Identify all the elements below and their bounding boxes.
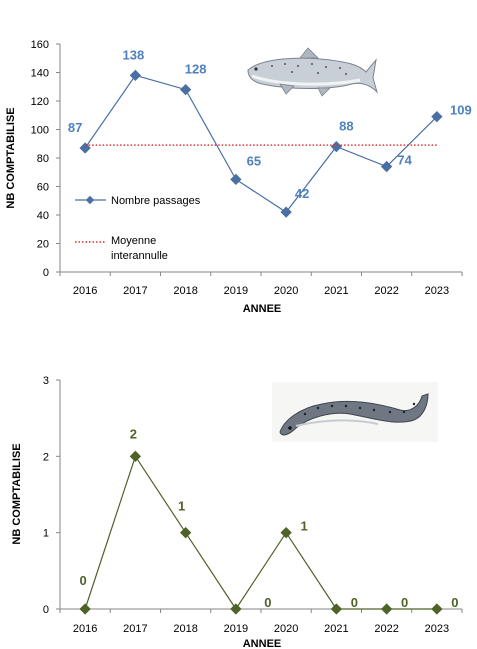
y-tick-label: 80 — [37, 153, 49, 165]
y-tick-label: 40 — [37, 210, 49, 222]
chart-1-legend: Nombre passages Moyenne interannulle — [75, 195, 201, 262]
y-tick-label: 3 — [43, 375, 49, 387]
data-label: 0 — [351, 595, 358, 610]
chart-1-x-axis-title: ANNEE — [243, 303, 282, 315]
data-point-marker — [330, 140, 343, 153]
y-tick-label: 20 — [37, 239, 49, 251]
legend-entry-interannulle: interannulle — [111, 250, 168, 262]
data-point-marker — [431, 111, 443, 123]
y-tick-label: 60 — [37, 182, 49, 194]
data-label: 0 — [80, 573, 87, 588]
data-label: 74 — [397, 153, 412, 168]
x-tick-label: 2020 — [274, 623, 298, 635]
x-tick-label: 2023 — [425, 623, 449, 635]
x-tick-label: 2019 — [224, 285, 248, 297]
x-tick-label: 2019 — [224, 623, 248, 635]
data-point-marker — [230, 603, 242, 615]
chart-1-salmon-passages: 0 20 40 60 80 100 120 140 160 2016 2017 2018 2019 20… — [5, 39, 472, 315]
x-tick-label: 2020 — [274, 285, 298, 297]
y-tick-label: 1 — [43, 528, 49, 540]
data-point-marker — [129, 450, 142, 462]
data-point-marker — [129, 69, 142, 82]
series-line — [84, 454, 437, 611]
chart-1-y-axis-title: NB COMPTABILISE — [5, 107, 17, 208]
chart-2-y-axis-title: NB COMPTABILISE — [11, 443, 23, 544]
chart-2-x-axis-title: ANNEE — [243, 638, 282, 649]
legend-entry-nombre-passages: Nombre passages — [111, 195, 201, 207]
data-point-marker — [380, 160, 393, 173]
y-tick-label: 160 — [31, 39, 49, 51]
x-tick-label: 2018 — [173, 623, 197, 635]
data-point-marker — [280, 206, 292, 218]
y-tick-label: 120 — [31, 96, 49, 108]
data-label: 0 — [401, 595, 408, 610]
chart-2-lamprey-passages: 0 1 2 3 2016 2017 2018 2019 2020 2021 2022 2023 0 2… — [11, 375, 463, 649]
x-tick-label: 2022 — [374, 285, 398, 297]
data-point-marker — [79, 603, 91, 615]
data-label: 87 — [68, 120, 82, 135]
data-point-marker — [330, 603, 343, 615]
data-point-marker — [230, 173, 242, 186]
y-tick-label: 140 — [31, 68, 49, 80]
series-line — [84, 74, 438, 213]
data-label: 109 — [450, 103, 472, 118]
x-tick-label: 2021 — [324, 623, 348, 635]
y-tick-label: 2 — [43, 451, 49, 463]
data-point-marker — [380, 603, 393, 615]
x-tick-label: 2018 — [173, 285, 197, 297]
x-tick-label: 2021 — [324, 285, 348, 297]
y-tick-label: 0 — [43, 267, 49, 279]
data-label: 0 — [451, 595, 458, 610]
data-label: 2 — [130, 426, 137, 441]
data-point-marker — [431, 603, 443, 615]
y-tick-label: 0 — [43, 604, 49, 616]
lamprey-illustration-icon — [272, 382, 438, 442]
x-tick-label: 2016 — [73, 285, 97, 297]
data-label: 65 — [247, 153, 261, 168]
legend-entry-moyenne: Moyenne — [111, 235, 156, 247]
salmon-illustration-icon — [247, 47, 379, 97]
x-tick-label: 2016 — [73, 623, 97, 635]
data-point-marker — [280, 527, 292, 539]
y-tick-label: 100 — [31, 125, 49, 137]
data-label: 88 — [339, 119, 353, 134]
x-tick-label: 2022 — [374, 623, 398, 635]
x-tick-label: 2017 — [123, 285, 147, 297]
data-label: 128 — [185, 62, 207, 77]
x-tick-label: 2023 — [425, 285, 449, 297]
data-label: 42 — [295, 186, 309, 201]
data-label: 138 — [123, 47, 145, 62]
data-label: 1 — [178, 499, 185, 514]
data-label: 1 — [301, 519, 308, 534]
data-point-marker — [179, 527, 192, 539]
data-label: 0 — [264, 595, 271, 610]
data-point-marker — [79, 142, 91, 154]
data-point-marker — [179, 83, 192, 96]
x-tick-label: 2017 — [123, 623, 147, 635]
